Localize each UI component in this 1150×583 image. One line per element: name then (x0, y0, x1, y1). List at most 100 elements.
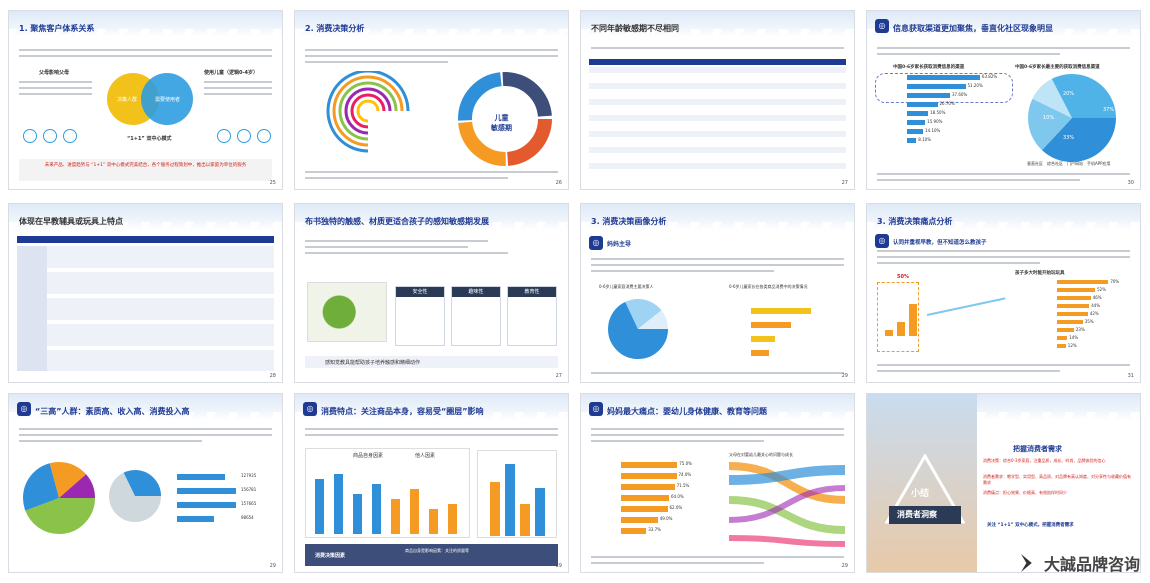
slide-title: “三高”人群：素质高、收入高、消费投入高 (35, 407, 190, 416)
text-line (19, 87, 92, 89)
card-header: 安全性 (396, 287, 444, 297)
factor-chart-frame (305, 448, 470, 538)
slide-thumb-6[interactable]: 布书独特的触感、材质更适合孩子的感知敏感期发展 安全性 趣味性 教育性 感知觉教… (294, 203, 569, 383)
footer-tag: 消费决策因素 (315, 553, 346, 559)
text-line (305, 434, 558, 436)
text-line (591, 258, 844, 260)
small-bar (885, 330, 893, 336)
chart-left-title: 0-6岁儿童家庭消费主要决策人 (599, 284, 654, 289)
tag-icon (217, 129, 231, 143)
page-number: 29 (841, 373, 848, 379)
cloud-header (9, 204, 282, 236)
factor-label-b: 他人因素 (415, 453, 436, 459)
subtitle: 认同并重视早教，但不知道怎么教孩子 (893, 240, 987, 246)
pie-value: 37% (1103, 107, 1115, 113)
page-number: 27 (555, 373, 562, 379)
summary-label: 小结 (911, 489, 930, 499)
mother-icon: ◎ (589, 236, 603, 250)
chart-bar (907, 120, 926, 125)
summary-sub: 消费者洞察 (897, 510, 937, 519)
cloud-header (581, 204, 854, 236)
income-pie (109, 470, 161, 522)
bar-value: 62.0% (669, 505, 683, 510)
slide-thumb-9[interactable]: ◎ “三高”人群：素质高、收入高、消费投入高 29 127935 156781 15… (8, 393, 283, 573)
slide-thumb-2[interactable]: 2. 消费决策分析 儿童 敏感期 26 (294, 10, 569, 190)
page-number: 27 (841, 180, 848, 186)
pie-value: 33% (1063, 135, 1075, 141)
slide-thumb-12[interactable]: 小结 消费者洞察 把握消费者需求 消费决策：综合0-3岁家庭，注重品质，成长、时… (866, 393, 1141, 573)
tag-icon (63, 129, 77, 143)
chart-bar (1057, 320, 1083, 324)
text-line (305, 246, 468, 248)
chart-bar (410, 489, 419, 534)
center-right-label: 需要使用者 (155, 97, 181, 103)
chart-bar (177, 502, 237, 508)
chart-right-title: 中国0-6岁家长最主要的获取消费信息渠道 (1015, 65, 1100, 70)
text-line (305, 428, 558, 430)
chart-left-title: 中国0-6岁家长获取消费信息的渠道 (893, 65, 965, 70)
chart-right-title: 父母在对婴幼儿最关心的问题与成长 (729, 452, 793, 457)
slide-title: 把握消费者需求 (1013, 445, 1062, 453)
text-line (591, 47, 844, 49)
text-line (591, 428, 844, 430)
text-line (305, 252, 508, 254)
factor-label-a: 商品自身因素 (353, 453, 384, 459)
cloud-header (867, 11, 1140, 43)
text-line (591, 434, 844, 436)
chart-right-title: 孩子多大时能开始玩玩具 (1015, 271, 1065, 276)
text-line (877, 179, 1080, 181)
cloud-header (295, 11, 568, 43)
chart-bar (621, 473, 677, 479)
summary-line-3: 消费痛点：担心效果、价格高、有效陪伴时间少 (983, 490, 1067, 495)
table-row (589, 75, 846, 82)
chart-bar (315, 479, 324, 534)
text-line (591, 372, 844, 374)
text-line (591, 440, 764, 442)
slide-thumb-4[interactable]: ◎ 信息获取渠道更加聚焦，垂直化社区现象明显 中国0-6岁家长获取消费信息的渠道… (866, 10, 1141, 190)
table-row (589, 83, 846, 90)
text-line (19, 93, 92, 95)
text-line (877, 370, 1060, 372)
table-row (589, 139, 846, 146)
mode-label: “1+1” 双中心模式 (127, 136, 172, 142)
slide-thumb-3[interactable]: 不同年龄敏感期不尽相同 27 (580, 10, 855, 190)
slide-thumb-8[interactable]: 3. 消费决策痛点分析 ◎ 认同并重视早教，但不知道怎么教孩子 50% 孩子多大… (866, 203, 1141, 383)
legend-item: 垂直社区 (1027, 161, 1043, 166)
slide-title: 3. 消费决策画像分析 (591, 217, 667, 226)
chart-bar (372, 484, 381, 534)
slide-thumb-11[interactable]: ◎ 妈妈最大痛点：婴幼儿身体健康、教育等问题 父母在对婴幼儿最关心的问题与成长 … (580, 393, 855, 573)
slide-thumb-5[interactable]: 体现在早教辅具或玩具上特点 28 (8, 203, 283, 383)
chart-bar (751, 336, 775, 342)
chart-bar (907, 138, 917, 143)
text-line (591, 556, 844, 558)
bar-value: 49.0% (659, 516, 673, 521)
footer-text: 感知觉教具能帮助孩子培养触感和精细动作 (325, 360, 421, 366)
legend-item: 手机APP应用 (1087, 161, 1111, 166)
cloud-header (295, 394, 568, 426)
slide-thumb-10[interactable]: ◎ 消费特点：关注商品本身，容易受“圈层”影响 商品自身因素 他人因素 消费决策… (294, 393, 569, 573)
tag-icon (23, 129, 37, 143)
text-line (591, 264, 844, 266)
table-row (589, 123, 846, 130)
text-line (19, 55, 272, 57)
slide-title: 不同年龄敏感期不尽相同 (591, 24, 679, 33)
page-number: 31 (1127, 373, 1134, 379)
bar-value: 71.5% (676, 483, 690, 488)
chart-bar (448, 504, 457, 534)
tag-icon (257, 129, 271, 143)
text-line (877, 47, 1130, 49)
slide-thumb-7[interactable]: 3. 消费决策画像分析 ◎ 妈妈主导 0-6岁儿童家庭消费主要决策人 0-6岁儿… (580, 203, 855, 383)
card-header: 趣味性 (452, 287, 500, 297)
chart-bar (1057, 288, 1096, 292)
slide-thumb-1[interactable]: 1. 聚焦客户体系关系 父母影响父母 使用儿童（逻辑0-4岁） 决策人群 需要使… (8, 10, 283, 190)
highlight-percent: 50% (897, 274, 909, 280)
page-number: 30 (1127, 180, 1134, 186)
chart-bar (1057, 280, 1109, 284)
chart-bar (1057, 344, 1066, 348)
page-number: 28 (269, 373, 276, 379)
chart-bar (1057, 304, 1090, 308)
chart-bar (353, 494, 362, 534)
cloud-header (581, 11, 854, 43)
shopping-icon: ◎ (303, 402, 317, 416)
chart-bar (621, 495, 669, 501)
